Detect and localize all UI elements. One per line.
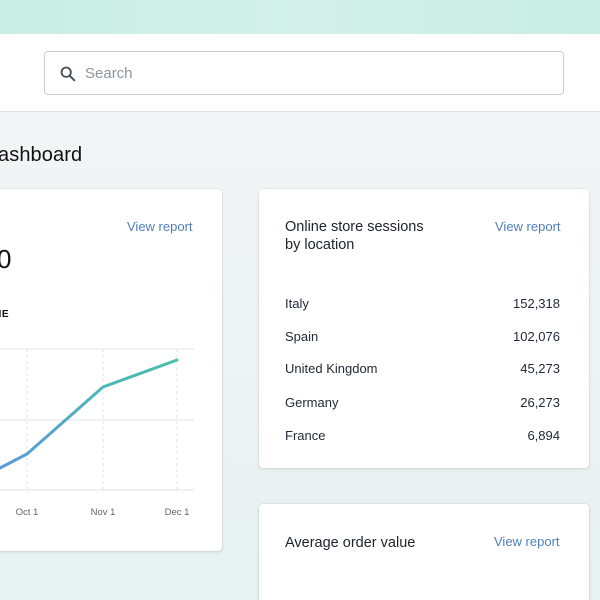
search-icon xyxy=(60,66,76,82)
x-tick-dec: Dec 1 xyxy=(165,507,190,518)
sales-view-report-link[interactable]: View report xyxy=(127,219,193,234)
top-bar xyxy=(0,34,600,112)
x-tick-oct: Oct 1 xyxy=(16,507,39,518)
list-item: France 6,894 xyxy=(285,428,560,448)
top-banner xyxy=(0,0,600,34)
sessions-card-title: Online store sessions by location xyxy=(285,218,424,254)
sales-chart-subheading: ME xyxy=(0,309,9,320)
list-item: Germany 26,273 xyxy=(285,395,560,415)
list-item: United Kingdom 45,273 xyxy=(285,361,560,381)
sessions-view-report-link[interactable]: View report xyxy=(495,219,561,234)
list-item: Spain 102,076 xyxy=(285,329,560,349)
location-value: 6,894 xyxy=(527,428,560,443)
location-value: 102,076 xyxy=(513,329,560,344)
sales-total-value: 0 xyxy=(0,244,12,274)
location-value: 26,273 xyxy=(520,395,560,410)
sessions-title-line2: by location xyxy=(285,237,355,253)
search-input[interactable] xyxy=(85,60,545,86)
location-name: France xyxy=(285,428,326,443)
sessions-title-line1: Online store sessions xyxy=(285,219,424,235)
location-value: 152,318 xyxy=(513,296,560,311)
location-name: Spain xyxy=(285,329,319,344)
list-item: Italy 152,318 xyxy=(285,296,560,316)
search-box[interactable] xyxy=(44,51,564,95)
location-name: Germany xyxy=(285,395,339,410)
sales-series-line xyxy=(0,358,179,470)
aov-card-title: Average order value xyxy=(285,535,416,551)
sales-line-chart: Oct 1 Nov 1 Dec 1 xyxy=(0,348,194,518)
x-tick-nov: Nov 1 xyxy=(91,507,116,518)
sales-card xyxy=(0,189,222,551)
aov-view-report-link[interactable]: View report xyxy=(494,534,560,549)
location-value: 45,273 xyxy=(520,361,560,376)
sessions-by-location-card xyxy=(259,189,589,468)
average-order-value-card xyxy=(259,504,589,600)
page-title: ashboard xyxy=(0,144,83,166)
location-name: United Kingdom xyxy=(285,361,378,376)
location-name: Italy xyxy=(285,296,309,311)
